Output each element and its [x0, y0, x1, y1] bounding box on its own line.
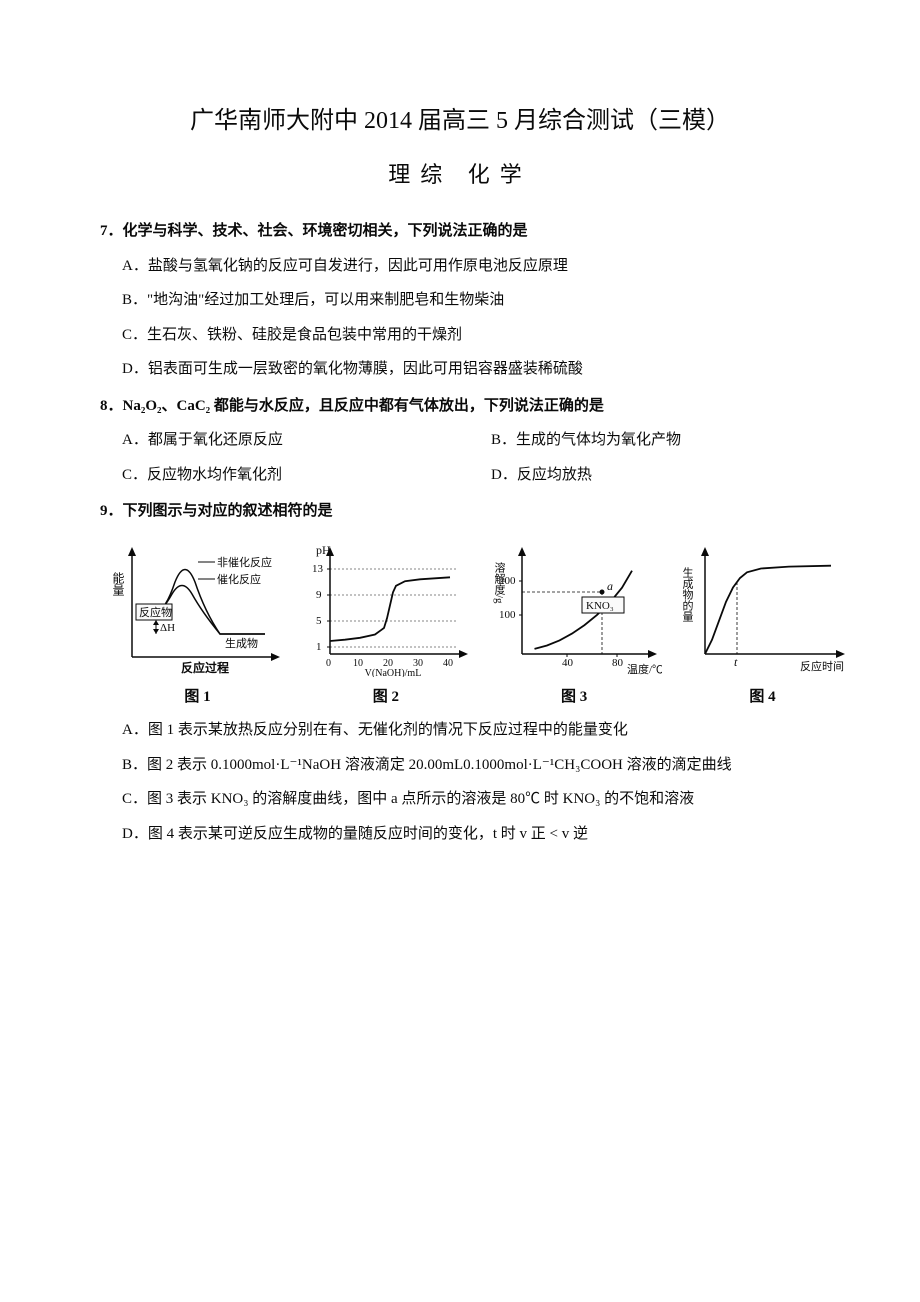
q7-option-d: D．铝表面可生成一层致密的氧化物薄膜，因此可用铝容器盛装稀硫酸: [100, 355, 860, 384]
q9-option-c: C．图 3 表示 KNO₃ 的溶解度曲线，图中 a 点所示的溶液是 80℃ 时 …: [100, 785, 860, 814]
chart4-xlabel: 反应时间: [800, 659, 844, 673]
page-subtitle: 理综 化学: [60, 157, 860, 189]
chart4-ylabel: 生成物的量: [681, 565, 694, 621]
q8-option-c: C．反应物水均作氧化剂: [122, 461, 491, 490]
q7-option-c: C．生石灰、铁粉、硅胶是食品包装中常用的干燥剂: [100, 321, 860, 350]
chart2-ylabel: pH: [316, 543, 331, 557]
question-9: 9．下列图示与对应的叙述相符的是 能量 非催化反应 催化反应: [60, 497, 860, 848]
chart2-yt1: 1: [316, 641, 322, 653]
q9-option-d: D．图 4 表示某可逆反应生成物的量随反应时间的变化，t 时 v 正 < v 逆: [100, 820, 860, 849]
chart2-box: pH 1 5 9 13 0 10 20 30: [298, 542, 473, 712]
q7-option-b: B．"地沟油"经过加工处理后，可以用来制肥皂和生物柴油: [100, 286, 860, 315]
chart3-kno3: KNO₃: [586, 600, 614, 612]
chart2-yt4: 13: [312, 563, 324, 575]
q7-stem: 7．化学与科学、技术、社会、环境密切相关，下列说法正确的是: [100, 217, 860, 246]
chart3-yt2: 200: [499, 575, 516, 587]
chart1-svg: 能量 非催化反应 催化反应 反应物 ΔH 生成物 反应过程: [110, 542, 285, 677]
chart4-svg: 生成物的量 t 反应时间: [675, 542, 850, 677]
chart2-xt4: 40: [443, 658, 453, 669]
chart3-box: 溶解度/g 100 200 40 80 a KNO₃ 温度/℃: [487, 542, 662, 712]
q8-stem: 8．Na₂O₂、CaC₂ 都能与水反应，且反应中都有气体放出，下列说法正确的是: [100, 392, 860, 421]
chart3-xlabel: 温度/℃: [627, 662, 662, 676]
chart2-label: 图 2: [373, 683, 399, 712]
q9-option-b: B．图 2 表示 0.1000mol·L⁻¹NaOH 溶液滴定 20.00mL0…: [100, 751, 860, 780]
chart3-xt2: 80: [612, 657, 624, 669]
q9-option-a: A．图 1 表示某放热反应分别在有、无催化剂的情况下反应过程中的能量变化: [100, 716, 860, 745]
charts-row: 能量 非催化反应 催化反应 反应物 ΔH 生成物 反应过程 图 1: [100, 532, 860, 717]
chart1-deltaH: ΔH: [160, 622, 175, 634]
q8-option-a: A．都属于氧化还原反应: [122, 426, 491, 455]
chart1-noncatalyst: 非催化反应: [217, 555, 272, 569]
chart1-product: 生成物: [225, 636, 258, 650]
chart4-label: 图 4: [749, 683, 775, 712]
chart3-svg: 溶解度/g 100 200 40 80 a KNO₃ 温度/℃: [487, 542, 662, 677]
chart2-xt1: 10: [353, 658, 363, 669]
chart1-box: 能量 非催化反应 催化反应 反应物 ΔH 生成物 反应过程 图 1: [110, 542, 285, 712]
chart1-label: 图 1: [184, 683, 210, 712]
page-title: 广华南师大附中 2014 届高三 5 月综合测试（三模）: [60, 100, 860, 135]
chart3-yt1: 100: [499, 609, 516, 621]
chart2-svg: pH 1 5 9 13 0 10 20 30: [298, 542, 473, 677]
q9-stem: 9．下列图示与对应的叙述相符的是: [100, 497, 860, 526]
chart4-box: 生成物的量 t 反应时间 图 4: [675, 542, 850, 712]
chart1-reactant: 反应物: [139, 605, 172, 619]
chart4-t: t: [734, 655, 738, 669]
question-8: 8．Na₂O₂、CaC₂ 都能与水反应，且反应中都有气体放出，下列说法正确的是 …: [60, 392, 860, 490]
chart3-point-a: a: [607, 579, 613, 593]
chart1-xlabel: 反应过程: [181, 660, 229, 675]
chart1-catalyst: 催化反应: [217, 572, 261, 586]
chart3-xt1: 40: [562, 657, 574, 669]
chart1-ylabel: 能量: [111, 571, 125, 595]
q7-option-a: A．盐酸与氢氧化钠的反应可自发进行，因此可用作原电池反应原理: [100, 252, 860, 281]
chart3-label: 图 3: [561, 683, 587, 712]
q8-option-d: D．反应均放热: [491, 461, 860, 490]
chart2-yt3: 9: [316, 589, 322, 601]
chart2-xlabel: V(NaOH)/mL: [365, 668, 422, 677]
question-7: 7．化学与科学、技术、社会、环境密切相关，下列说法正确的是 A．盐酸与氢氧化钠的…: [60, 217, 860, 384]
chart2-yt2: 5: [316, 615, 322, 627]
chart2-xt0: 0: [326, 658, 331, 669]
q8-option-b: B．生成的气体均为氧化产物: [491, 426, 860, 455]
